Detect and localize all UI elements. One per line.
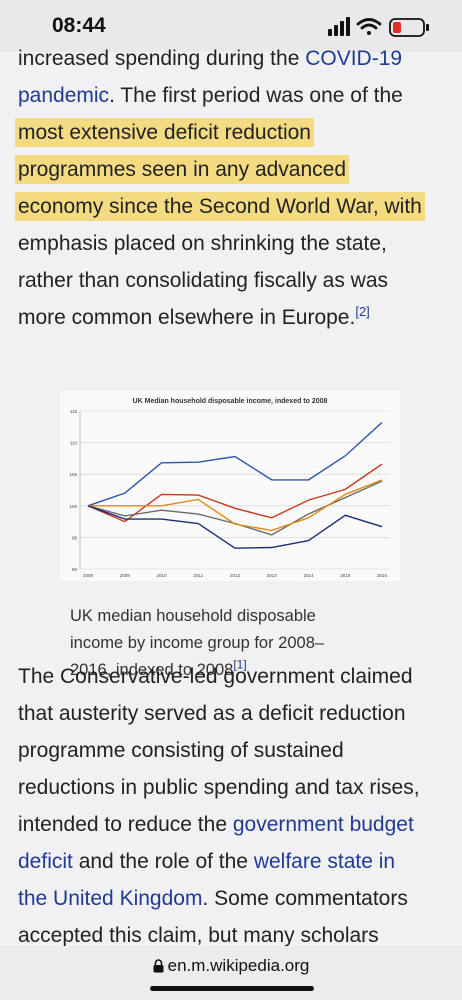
para2-line6: and the role of the [72, 850, 254, 873]
status-time: 08:44 [52, 14, 106, 37]
y-tick-label: 100 [69, 504, 77, 509]
series-line-top [87, 505, 383, 549]
y-tick-label: 105 [69, 472, 77, 477]
wifi-icon [356, 18, 382, 35]
para2-line5: intended to reduce the [18, 813, 233, 836]
status-bar: 08:44 [0, 0, 462, 52]
highlighted-text: most extensive deficit reduction [18, 121, 311, 144]
x-tick-label: 2014 [303, 573, 314, 578]
url-display[interactable]: en.m.wikipedia.org [0, 956, 462, 978]
series-line-4th [88, 479, 383, 532]
para2-line2: that austerity served as a deficit reduc… [18, 702, 406, 725]
para2-line4: reductions in public spending and tax ri… [18, 776, 420, 799]
deficit-link[interactable]: deficit [18, 850, 73, 873]
x-tick-label: 2008 [83, 573, 94, 578]
government-budget-deficit-link[interactable]: government budget [232, 813, 414, 836]
browser-address-bar[interactable]: en.m.wikipedia.org [0, 946, 462, 1000]
para2-line7: . Some commentators [202, 887, 408, 910]
lock-icon [153, 958, 164, 978]
caption-line3: 2016, indexed to 2008 [70, 661, 234, 679]
x-tick-label: 2012 [230, 573, 241, 578]
para1-line7: rather than consolidating fiscally as wa… [18, 269, 389, 292]
x-tick-label: 2010 [156, 573, 167, 578]
welfare-state-link[interactable]: welfare state in [253, 850, 396, 873]
article-paragraph-2: The Conservative-led government claimed … [18, 658, 450, 948]
chart-figure[interactable]: UK Median household disposable income, i… [60, 391, 400, 589]
x-tick-label: 2009 [120, 573, 131, 578]
caption-line2: income by income group for 2008– [70, 634, 325, 652]
y-tick-label: 115 [70, 409, 78, 414]
reference-1-link[interactable]: [1] [233, 657, 247, 672]
para1-line2: . The first period was one of the [109, 84, 403, 107]
highlighted-text: economy since the Second World War, with [18, 195, 422, 218]
series-line-2nd [87, 463, 383, 523]
united-kingdom-link[interactable]: the United Kingdom [18, 887, 203, 910]
pandemic-link[interactable]: pandemic [18, 84, 110, 107]
reference-2-link[interactable]: [2] [355, 304, 370, 319]
article-content: increased spending during the COVID-19 p… [0, 38, 462, 948]
series-line-bottom [87, 421, 383, 507]
y-tick-label: 110 [70, 441, 78, 446]
chart-title: UK Median household disposable income, i… [133, 398, 328, 405]
para1-line6: emphasis placed on shrinking the state, [18, 232, 387, 255]
y-tick-label: 90 [72, 567, 78, 572]
home-indicator [150, 986, 314, 991]
income-line-chart: UK Median household disposable income, i… [69, 398, 390, 589]
highlighted-text: programmes seen in any advanced [18, 158, 347, 181]
x-tick-label: 2015 [340, 573, 351, 578]
figure-caption: UK median household disposable income by… [70, 603, 410, 684]
x-tick-label: 2011 [193, 573, 203, 578]
caption-line1: UK median household disposable [70, 607, 316, 625]
y-tick-label: 95 [72, 535, 78, 540]
para1-line1: increased spending during the [18, 47, 306, 70]
article-paragraph: increased spending during the COVID-19 p… [18, 40, 450, 336]
url-domain: en.m.wikipedia.org [167, 956, 310, 975]
para2-line8: accepted this claim, but many scholars [18, 924, 379, 947]
x-tick-label: 2013 [267, 573, 278, 578]
status-icons [328, 17, 429, 37]
battery-low-icon [389, 18, 429, 37]
x-tick-label: 2016 [377, 573, 388, 578]
para2-line1: The Conservative-led government claimed [18, 665, 413, 688]
cellular-signal-icon [328, 17, 350, 36]
para1-line8: more common elsewhere in Europe. [18, 306, 356, 329]
para2-line3: programme consisting of sustained [18, 739, 344, 762]
covid-link[interactable]: COVID-19 [305, 47, 403, 70]
